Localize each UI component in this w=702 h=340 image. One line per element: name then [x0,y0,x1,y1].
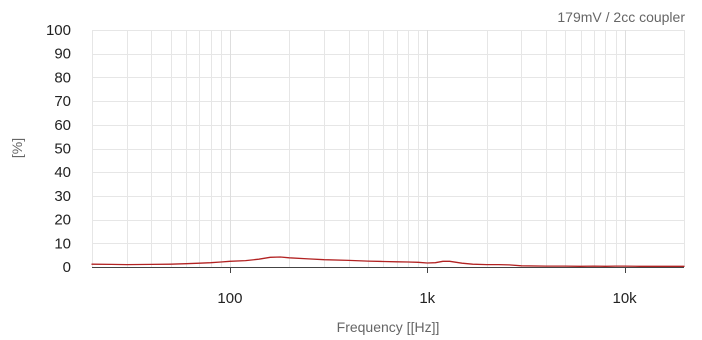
y-tick-label: 30 [54,188,71,205]
y-tick-label: 70 [54,93,71,110]
x-tick-label: 1k [419,290,435,307]
y-axis-title: [%] [9,138,25,158]
y-tick-label: 60 [54,117,71,134]
y-tick-label: 20 [54,212,71,229]
x-tick-label: 100 [217,290,242,307]
y-tick-label: 40 [54,164,71,181]
series-line [91,256,685,267]
chart-annotation: 179mV / 2cc coupler [557,9,685,25]
y-tick-label: 10 [54,235,71,252]
y-tick-label: 90 [54,46,71,63]
series-layer [91,256,685,267]
x-axis-title: Frequency [[Hz]] [337,319,440,335]
y-tick-label: 50 [54,141,71,158]
grid [92,30,685,267]
axes [92,267,684,273]
y-tick-label: 100 [46,22,71,39]
x-tick-label: 10k [613,290,638,307]
tick-labels: 0 10 20 30 40 50 60 70 80 90 100 100 1k 10k [46,22,637,307]
y-tick-label: 0 [63,259,71,276]
y-tick-label: 80 [54,69,71,86]
